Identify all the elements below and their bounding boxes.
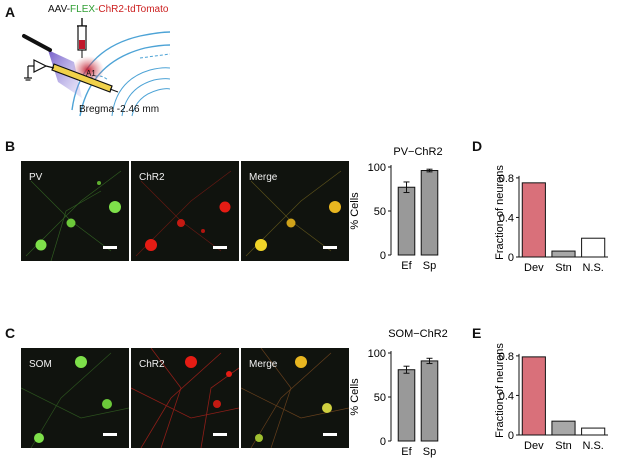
chart-2-x-tick-label: Dev: [524, 262, 544, 274]
scale-bar: [323, 246, 337, 249]
chart-1-bar: [397, 369, 416, 442]
chart-3-x-tick-label: Dev: [524, 440, 544, 452]
virus-label-aav: AAV-: [48, 4, 71, 15]
scale-bar: [323, 433, 337, 436]
virus-label-flex: FLEX-: [70, 4, 99, 15]
micrograph-merge-pv: Merge: [241, 161, 349, 261]
bregma-label: Bregma -2.46 mm: [79, 104, 160, 115]
chart-0-y-tick-label: 0: [380, 250, 386, 262]
chart-1-y-tick-label: 50: [374, 392, 386, 404]
chart-1-y-tick-label: 0: [380, 436, 386, 448]
chart-3-x-tick-label: Stn: [555, 440, 572, 452]
a1-label: A1: [86, 69, 96, 78]
chart-2-y-axis-label: Fraction of neurons: [494, 165, 506, 260]
micrograph-merge-pv-cells: [245, 170, 342, 257]
micrograph-som-label: SOM: [29, 359, 52, 370]
virus-label-chr2: ChR2-tdTomato: [98, 4, 169, 15]
micrograph-pv-label: PV: [29, 172, 43, 183]
pv-chr2-bar-chart: PV−ChR2 % Cells 0 50 100 Ef Sp: [349, 146, 443, 272]
micrograph-pv: PV: [21, 161, 129, 261]
chart-3-bar: [581, 427, 606, 436]
micrograph-som-cells: [21, 352, 129, 448]
micrograph-chr2-pv: ChR2: [131, 161, 239, 261]
micrograph-chr2-pv-label: ChR2: [139, 172, 165, 183]
chart-1-y-axis-label: % Cells: [349, 378, 361, 416]
micrograph-chr2-som-label: ChR2: [139, 359, 165, 370]
scale-bar: [103, 246, 117, 249]
fraction-neurons-chart-d: Fraction of neurons 0 0.4 0.8 Dev Stn N.S.: [494, 165, 608, 274]
chart-2-y-tick-label: 0: [508, 252, 514, 264]
chart-3-x-tick-label: N.S.: [582, 440, 603, 452]
syringe-icon: [77, 18, 87, 58]
chart-0-y-tick-label: 100: [368, 162, 386, 174]
chart-3-y-tick-label: 0.8: [499, 351, 514, 363]
panel-label-b: B: [5, 138, 16, 154]
chart-2-bar: [551, 250, 576, 258]
scale-bar: [213, 246, 227, 249]
micrograph-pv-cells: [25, 170, 122, 261]
scale-bar: [103, 433, 117, 436]
chart-0-bar: [397, 186, 416, 256]
panel-label-e: E: [472, 325, 482, 341]
panel-label-d: D: [472, 138, 483, 154]
chart-0-x-tick-label: Sp: [423, 260, 436, 272]
chart-3-y-tick-label: 0.4: [499, 390, 514, 402]
chart-0-y-tick-label: 50: [374, 206, 386, 218]
som-chr2-bar-chart: SOM−ChR2 % Cells 0 50 100 Ef Sp: [349, 328, 448, 458]
chart-2-x-tick-label: Stn: [555, 262, 572, 274]
injection-schematic: A1: [22, 18, 170, 117]
micrograph-merge-pv-label: Merge: [249, 172, 278, 183]
micrograph-chr2-pv-cells: [135, 170, 232, 257]
chart-1-x-tick-label: Ef: [401, 446, 412, 458]
optic-fiber: [22, 34, 52, 52]
chart-0-x-tick-label: Ef: [401, 260, 412, 272]
chart-2-bar: [581, 237, 606, 258]
chart-2-bar: [521, 182, 546, 258]
chart-2-y-tick-label: 0.4: [499, 212, 514, 224]
micrograph-merge-som-cells: [241, 348, 349, 448]
chart-3-bar: [551, 420, 576, 436]
micrograph-chr2-som: ChR2: [131, 348, 239, 448]
chart-1-title: SOM−ChR2: [388, 328, 448, 340]
micrograph-merge-som-label: Merge: [249, 359, 278, 370]
micrograph-chr2-som-cells: [131, 348, 239, 448]
amplifier-icon: [24, 59, 55, 81]
chart-0-y-axis-label: % Cells: [349, 192, 361, 230]
chart-3-y-tick-label: 0: [508, 430, 514, 442]
chart-3-y-axis-label: Fraction of neurons: [494, 343, 506, 438]
chart-1-x-tick-label: Sp: [423, 446, 436, 458]
micrograph-merge-som: Merge: [241, 348, 349, 448]
chart-2-x-tick-label: N.S.: [582, 262, 603, 274]
chart-0-title: PV−ChR2: [393, 146, 442, 158]
panel-label-c: C: [5, 325, 16, 341]
chart-1-bar: [420, 360, 439, 442]
scale-bar: [213, 433, 227, 436]
micrograph-som: SOM: [21, 348, 129, 448]
virus-label: AAV-FLEX-ChR2-tdTomato: [48, 4, 168, 15]
chart-1-y-tick-label: 100: [368, 348, 386, 360]
chart-2-y-tick-label: 0.8: [499, 173, 514, 185]
fraction-neurons-chart-e: Fraction of neurons 0 0.4 0.8 Dev Stn N.S.: [494, 343, 608, 452]
chart-3-bar: [521, 356, 546, 436]
chart-0-bar: [420, 170, 439, 256]
panel-label-a: A: [5, 4, 16, 20]
